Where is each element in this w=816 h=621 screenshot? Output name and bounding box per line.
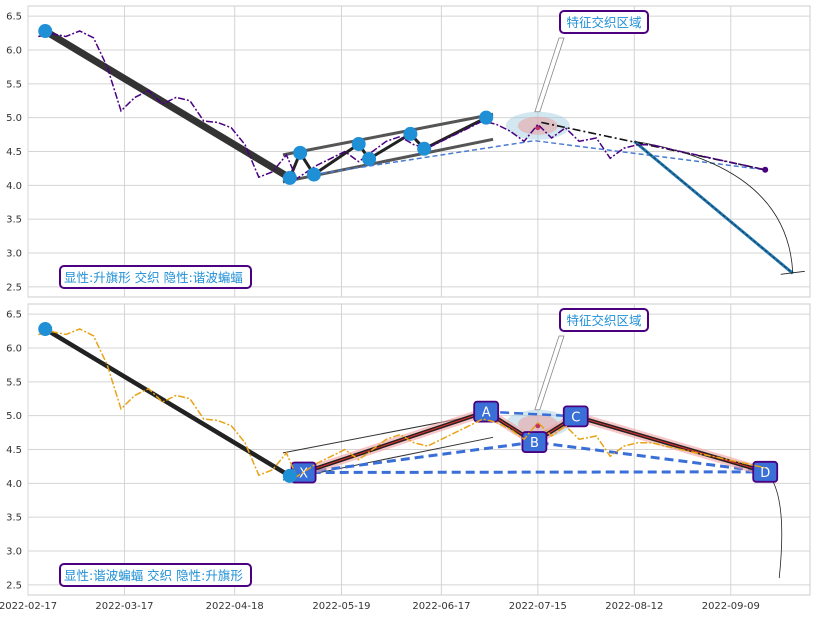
pattern-point-c: C	[562, 405, 589, 428]
x-tick-label: 2022-03-17	[95, 601, 153, 612]
y-tick-label: 6.0	[6, 343, 22, 354]
pattern-point-label: B	[530, 436, 539, 451]
pattern-point-label: X	[299, 467, 308, 482]
pattern-point-label: A	[482, 406, 491, 421]
x-tick-label: 2022-09-09	[702, 601, 760, 612]
trend-continuation-line	[541, 121, 766, 171]
pattern-point-label: D	[760, 466, 770, 481]
pattern-annotation-box	[59, 563, 252, 587]
pattern-point-d: D	[752, 460, 779, 483]
y-tick-label: 3.5	[6, 215, 22, 226]
y-tick-label: 4.0	[6, 181, 22, 192]
pivot-point	[282, 170, 297, 185]
hidden-pattern-line	[313, 139, 766, 176]
y-tick-label: 3.0	[6, 249, 22, 260]
pattern-dashed-line	[303, 440, 766, 474]
y-tick-label: 5.0	[6, 113, 22, 124]
callout-box	[559, 10, 649, 34]
pivot-point	[293, 145, 308, 160]
callout-pointer	[534, 335, 565, 411]
pattern-point-box	[521, 431, 548, 453]
x-tick-label: 2022-07-15	[509, 601, 567, 612]
callout-box	[559, 308, 649, 332]
y-tick-label: 5.5	[6, 377, 22, 388]
callout-label: 特征交织区域	[566, 15, 641, 30]
y-tick-label: 5.5	[6, 79, 22, 90]
y-tick-label: 4.5	[6, 147, 22, 158]
callout-pointer	[534, 37, 565, 113]
y-tick-label: 2.5	[6, 580, 22, 591]
pattern-point-b: B	[521, 431, 548, 453]
y-tick-label: 6.5	[6, 12, 22, 23]
pivot-point	[417, 141, 432, 156]
pivot-point	[38, 24, 53, 39]
pivot-point	[38, 322, 53, 337]
pattern-point-box	[562, 405, 589, 428]
series-end-marker	[762, 166, 769, 173]
pattern-annotation-text: 显性:升旗形 交织 隐性:谐波蝙蝠	[64, 270, 243, 285]
pivot-point	[362, 151, 377, 166]
projection-end-tick	[780, 270, 805, 275]
x-tick-label: 2022-02-17	[0, 601, 57, 612]
projection-line-inner	[634, 141, 793, 274]
panel-top: 2.5 3.0 3.5 4.0 4.5 5.0 5.5 6.0 6.5 特征交织区域显性:升旗形 …	[6, 5, 811, 298]
price-series-line	[38, 30, 766, 180]
x-tick-label: 2022-04-18	[206, 601, 264, 612]
y-tick-label: 2.5	[6, 282, 22, 293]
pivot-point	[351, 137, 366, 152]
x-tick-label: 2022-06-17	[412, 601, 470, 612]
y-tick-label: 3.5	[6, 513, 22, 524]
y-tick-label: 3.0	[6, 547, 22, 558]
channel-upper-line	[282, 112, 494, 157]
x-tick-label: 2022-08-12	[605, 601, 663, 612]
y-tick-label: 6.0	[6, 45, 22, 56]
x-tick-label: 2022-05-19	[312, 601, 370, 612]
pivot-point	[403, 126, 418, 141]
pattern-annotation-box	[59, 265, 252, 289]
pattern-point-box	[473, 400, 500, 423]
pivot-point	[479, 110, 494, 125]
y-tick-label: 6.5	[6, 310, 22, 321]
projection-arc	[769, 476, 783, 579]
callout-label: 特征交织区域	[566, 313, 641, 328]
pattern-annotation-text: 显性:谐波蝙蝠 交织 隐性:升旗形	[64, 568, 243, 583]
y-tick-label: 4.5	[6, 445, 22, 456]
pivot-point	[306, 167, 321, 182]
price-series-line	[38, 328, 766, 478]
pattern-point-a: A	[473, 400, 500, 423]
pattern-point-label: C	[571, 410, 580, 425]
y-tick-label: 4.0	[6, 479, 22, 490]
panel-bottom: 2.5 3.0 3.5 4.0 4.5 5.0 5.5 6.0 6.5 X A B C D 特征交织区域显性…	[6, 303, 811, 596]
pivot-point	[282, 468, 297, 483]
y-tick-label: 5.0	[6, 411, 22, 422]
pattern-dashed-line-ac	[486, 410, 576, 418]
